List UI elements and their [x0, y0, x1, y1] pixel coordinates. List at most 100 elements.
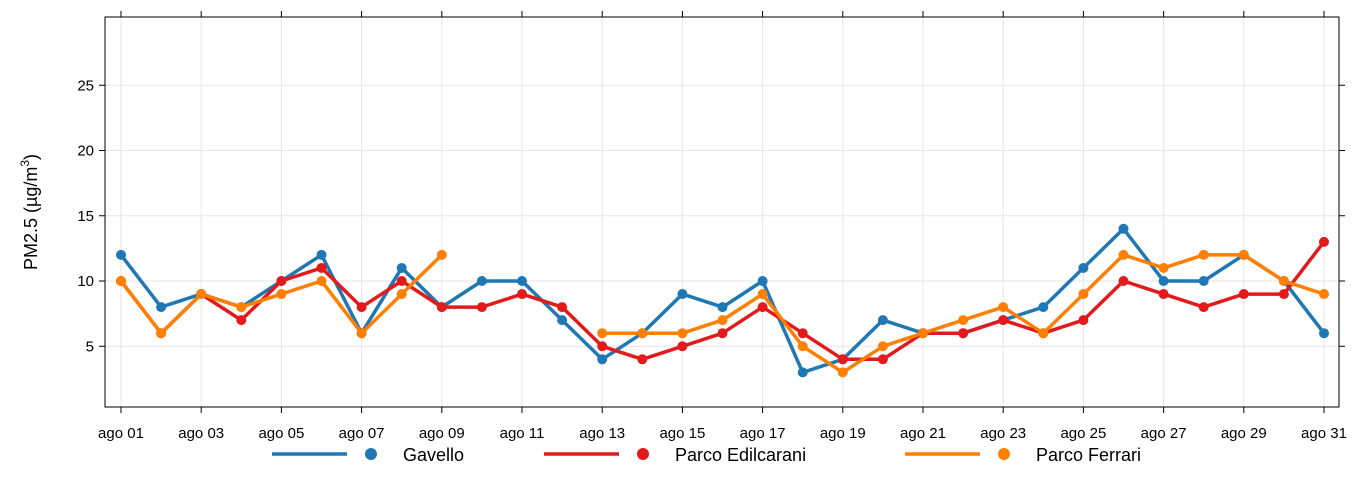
- data-point: [1198, 276, 1209, 286]
- data-point: [717, 302, 728, 313]
- series-0: [116, 223, 1329, 378]
- x-tick-label: ago 25: [1060, 425, 1106, 442]
- data-point: [1278, 276, 1289, 286]
- series-2: [116, 249, 1329, 378]
- data-point: [837, 367, 848, 378]
- y-axis-label-unit: g/m: [21, 167, 41, 197]
- x-tick-label: ago 31: [1301, 425, 1347, 442]
- x-tick-label: ago 11: [500, 425, 545, 442]
- data-point: [1278, 289, 1289, 300]
- data-point: [958, 328, 969, 339]
- x-tick-label: ago 07: [339, 425, 385, 442]
- data-point: [717, 315, 728, 326]
- data-point: [236, 302, 247, 313]
- data-point: [356, 328, 367, 339]
- data-point: [637, 354, 648, 365]
- data-point: [677, 328, 688, 339]
- data-point: [316, 249, 327, 260]
- y-tick-label: 10: [77, 273, 94, 290]
- data-point: [396, 276, 407, 286]
- data-point: [877, 315, 888, 326]
- legend: Gavello Parco Edilcarani Parco Ferrari: [272, 445, 1141, 465]
- data-point: [837, 354, 848, 365]
- data-point: [476, 302, 487, 313]
- data-point: [1118, 276, 1129, 286]
- data-point: [998, 315, 1009, 326]
- y-tick-label: 20: [77, 143, 94, 160]
- data-point: [797, 328, 808, 339]
- x-tick-label: ago 09: [419, 425, 465, 442]
- y-tick-label: 25: [77, 77, 94, 94]
- legend-item-0: Gavello: [272, 445, 464, 465]
- y-axis-label: PM2.5 (µg/m3): [18, 154, 41, 270]
- y-axis-label-mu: µ: [21, 197, 41, 207]
- data-point: [757, 276, 768, 286]
- data-point: [316, 276, 327, 286]
- data-point: [476, 276, 487, 286]
- data-point: [557, 315, 568, 326]
- data-point: [156, 328, 167, 339]
- x-tick-label: ago 05: [258, 425, 304, 442]
- data-point: [1078, 315, 1089, 326]
- y-tick-label: 5: [86, 338, 94, 355]
- data-point: [436, 302, 447, 313]
- legend-point-swatch: [637, 448, 649, 460]
- legend-point-swatch: [998, 448, 1010, 460]
- data-point: [677, 341, 688, 352]
- data-point: [998, 302, 1009, 313]
- data-point: [156, 302, 167, 313]
- data-point: [557, 302, 568, 313]
- data-point: [436, 249, 447, 260]
- series-line: [119, 240, 1326, 362]
- x-tick-label: ago 29: [1221, 425, 1267, 442]
- data-point: [1118, 249, 1129, 260]
- data-point: [757, 302, 768, 313]
- data-point: [1319, 289, 1329, 300]
- x-tick-label: ago 01: [98, 425, 144, 442]
- data-point: [677, 289, 688, 300]
- legend-label: Gavello: [403, 445, 464, 465]
- data-point: [1118, 223, 1129, 234]
- data-point: [877, 354, 888, 365]
- data-point: [757, 289, 768, 300]
- y-tick-label: 15: [77, 208, 94, 225]
- data-point: [1078, 289, 1089, 300]
- data-point: [637, 328, 648, 339]
- data-point: [1158, 262, 1169, 273]
- data-point: [1158, 289, 1169, 300]
- x-tick-label: ago 03: [178, 425, 224, 442]
- data-point: [316, 262, 327, 273]
- x-tick-label: ago 13: [579, 425, 625, 442]
- data-point: [356, 302, 367, 313]
- data-point: [396, 289, 407, 300]
- y-axis-label-superscript: 3: [18, 160, 32, 167]
- data-point: [116, 249, 126, 260]
- data-point: [1038, 328, 1049, 339]
- data-point: [276, 289, 287, 300]
- data-point: [797, 341, 808, 352]
- legend-label: Parco Ferrari: [1036, 445, 1141, 465]
- data-point: [597, 354, 608, 365]
- legend-item-2: Parco Ferrari: [905, 445, 1141, 465]
- x-tick-label: ago 27: [1141, 425, 1187, 442]
- data-point: [1238, 249, 1249, 260]
- data-point: [1038, 302, 1049, 313]
- data-point: [196, 289, 207, 300]
- y-axis-label-suffix: ): [21, 154, 41, 160]
- y-axis-label-prefix: PM2.5 (: [21, 207, 41, 270]
- x-tick-label: ago 17: [740, 425, 786, 442]
- data-point: [1319, 236, 1329, 247]
- data-point: [517, 289, 527, 300]
- legend-label: Parco Edilcarani: [675, 445, 806, 465]
- data-point: [918, 328, 928, 339]
- data-point: [236, 315, 247, 326]
- data-point: [958, 315, 969, 326]
- x-tick-label: ago 19: [820, 425, 866, 442]
- data-point: [396, 262, 407, 273]
- x-tick-label: ago 23: [980, 425, 1026, 442]
- grid: [105, 17, 1339, 407]
- data-point: [116, 276, 126, 286]
- data-point: [1078, 262, 1089, 273]
